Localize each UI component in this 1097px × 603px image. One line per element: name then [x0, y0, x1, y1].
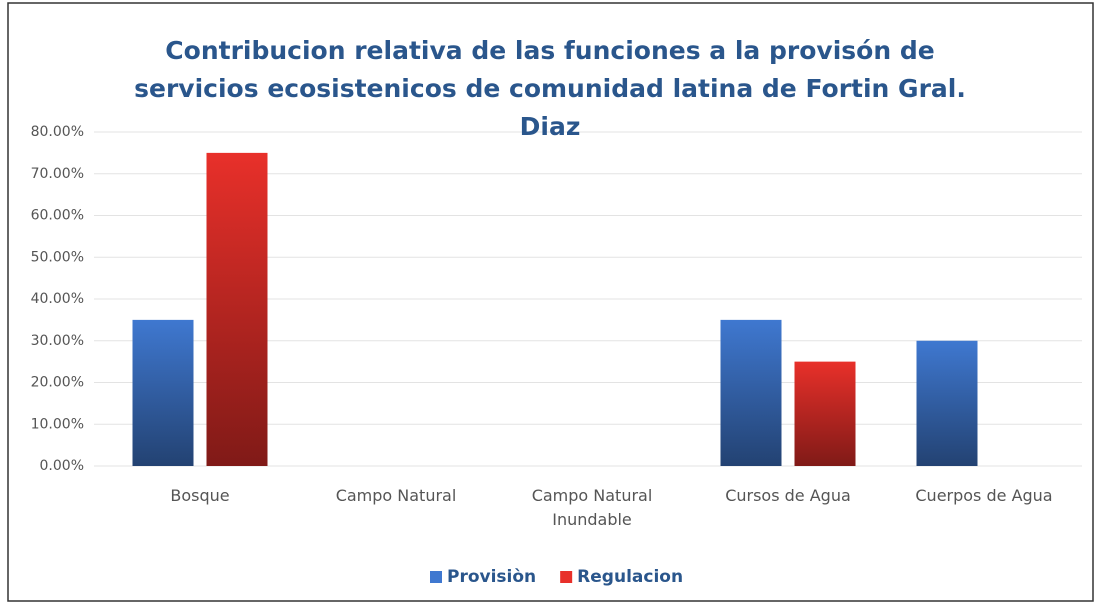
y-tick-label: 60.00% [31, 208, 84, 224]
y-tick-label: 20.00% [31, 375, 84, 391]
frame [7, 2, 1094, 602]
bar [916, 340, 978, 466]
x-tick-label: Cursos de Agua [725, 486, 851, 505]
y-tick-label: 0.00% [40, 458, 84, 474]
chart-title: Contribucion relativa de las funciones a… [134, 36, 966, 141]
legend-label: Provisiòn [447, 567, 536, 587]
bar [132, 319, 194, 466]
y-tick-label: 70.00% [31, 166, 84, 182]
y-tick-label: 40.00% [31, 291, 84, 307]
x-tick-label: Cuerpos de Agua [915, 486, 1053, 505]
x-tick-label: Campo Natural [335, 486, 457, 505]
legend-swatch [560, 571, 573, 583]
bar [794, 361, 856, 466]
legend-swatch [430, 571, 442, 583]
y-tick-label: 50.00% [31, 249, 84, 265]
legend-label: Regulacion [577, 567, 683, 587]
x-tick-label: Bosque [170, 486, 230, 505]
y-tick-label: 10.00% [31, 416, 84, 432]
x-tick-label: Campo Natural Inundable [531, 486, 653, 529]
y-tick-label: 30.00% [31, 333, 84, 349]
bar [206, 152, 268, 466]
bar [720, 319, 782, 466]
y-tick-label: 80.00% [31, 124, 84, 140]
